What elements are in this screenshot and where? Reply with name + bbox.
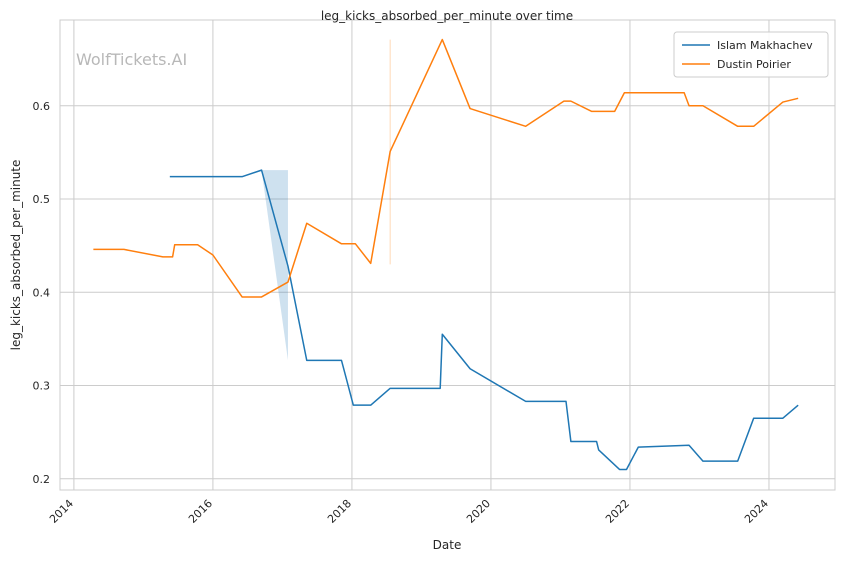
- y-tick-label-0.2: 0.2: [33, 473, 51, 486]
- x-axis-label: Date: [433, 538, 462, 552]
- plot-area: [59, 19, 836, 491]
- y-tick-label-0.3: 0.3: [33, 380, 51, 393]
- legend-box: [673, 31, 829, 78]
- series-line-dustin-poirier: [93, 38, 799, 298]
- chart-title: leg_kicks_absorbed_per_minute over time: [321, 9, 573, 23]
- legend-label-dustin-poirier: Dustin Poirier: [717, 58, 791, 71]
- y-axis-ticks: 0.2 0.3 0.4 0.5 0.6: [33, 100, 51, 486]
- legend-label-islam-makhachev: Islam Makhachev: [717, 39, 813, 52]
- y-axis-label: leg_kicks_absorbed_per_minute: [9, 160, 23, 351]
- y-tick-label-0.6: 0.6: [33, 100, 51, 113]
- series-line-islam-makhachev: [169, 169, 799, 471]
- watermark: WolfTickets.AI: [76, 50, 187, 69]
- confidence-band-islam-makhachev: [261, 170, 288, 361]
- series-lines: [93, 38, 799, 471]
- y-tick-label-0.4: 0.4: [33, 286, 51, 299]
- y-tick-label-0.5: 0.5: [33, 193, 51, 206]
- grid-lines: [60, 20, 835, 490]
- legend: Islam Makhachev Dustin Poirier: [673, 31, 829, 78]
